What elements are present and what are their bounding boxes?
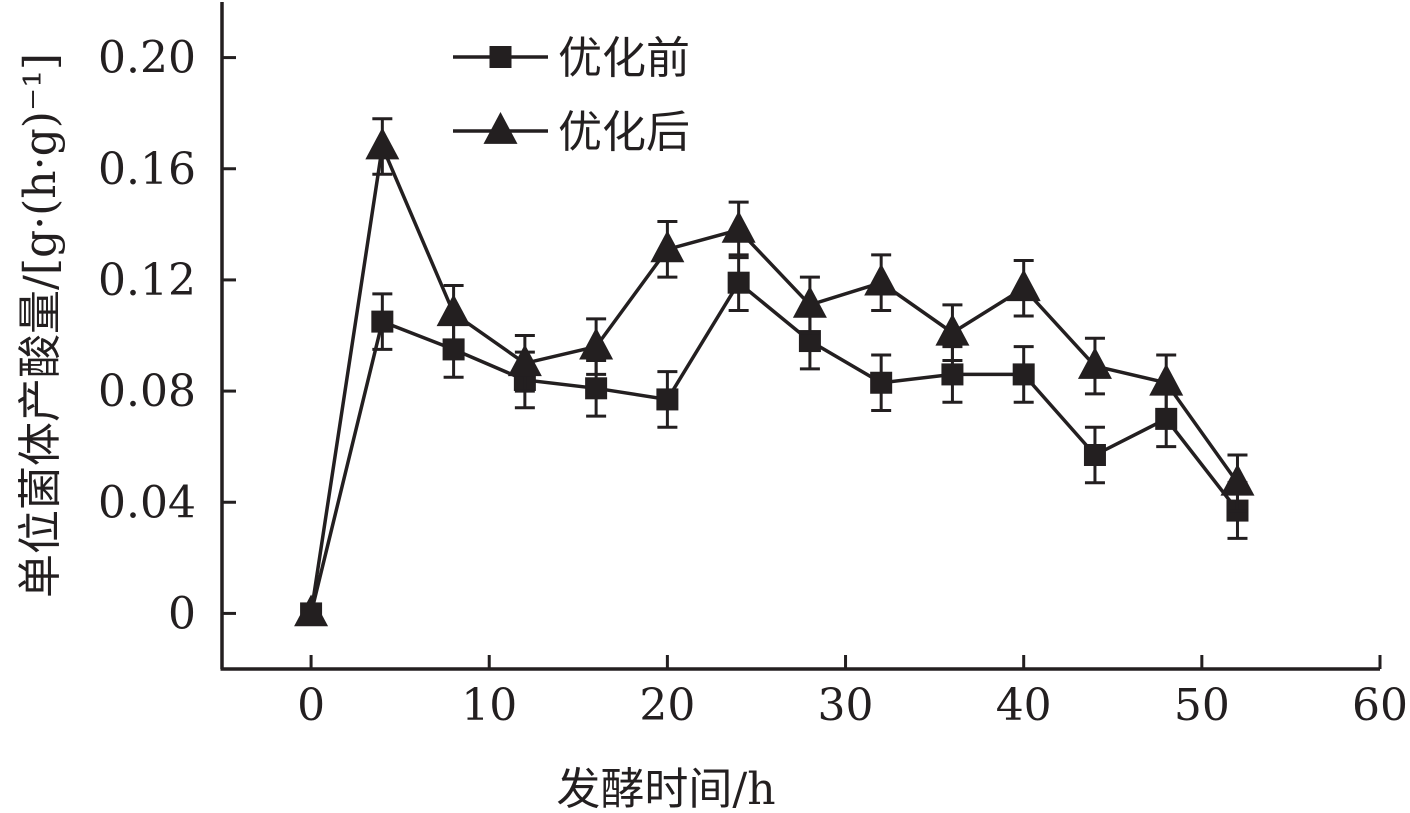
data-point-triangle [1149, 363, 1184, 396]
data-point-triangle [864, 263, 899, 296]
legend-item-2: 优化后 [453, 107, 690, 158]
data-point-triangle [721, 210, 756, 243]
legend-item-1: 优化前 [453, 33, 690, 84]
data-point-triangle [935, 313, 970, 346]
data-point-square [798, 330, 821, 353]
data-point-square [870, 371, 893, 394]
data-point-square [371, 310, 394, 333]
data-point-triangle [507, 344, 542, 377]
x-tick-label: 0 [297, 680, 325, 731]
x-tick-label: 20 [639, 680, 695, 731]
data-point-triangle [650, 230, 685, 263]
data-point-triangle [792, 285, 827, 318]
data-point-square [1012, 363, 1035, 386]
legend-label: 优化前 [558, 33, 690, 84]
y-tick-label: 0 [168, 588, 196, 639]
legend-label: 优化后 [558, 107, 690, 158]
series-2 [294, 117, 1255, 627]
data-point-square [1155, 407, 1178, 430]
data-point-square [941, 363, 964, 386]
series-line [309, 140, 1239, 614]
y-tick-label: 0.12 [98, 255, 196, 306]
y-tick-label: 0.04 [98, 477, 196, 528]
x-axis-title: 发酵时间/h [556, 764, 775, 813]
data-point-square [489, 46, 512, 68]
x-tick-label: 50 [1174, 680, 1230, 731]
data-point-triangle [294, 594, 329, 627]
data-point-triangle [1006, 269, 1041, 302]
data-point-square [585, 377, 608, 400]
data-point-square [727, 271, 750, 294]
y-tick-label: 0.16 [98, 144, 196, 195]
data-point-square [656, 388, 679, 411]
axes: 0 10 20 30 40 50 60 0 0.04 0.08 0.12 0.16 0.20 [98, 2, 1408, 731]
series-1 [300, 253, 1249, 625]
data-point-triangle [1077, 347, 1112, 379]
data-point-square [442, 338, 465, 361]
data-point-triangle [365, 127, 400, 160]
data-point-triangle [483, 112, 518, 144]
data-point-triangle [436, 294, 471, 327]
data-point-square [1083, 444, 1106, 467]
x-tick-label: 10 [461, 680, 517, 731]
y-axis-title: 单位菌体产酸量/[g·(h·g)⁻¹] [15, 53, 66, 598]
data-point-triangle [1220, 463, 1255, 496]
data-point-triangle [579, 327, 614, 360]
series-line [309, 280, 1239, 614]
y-tick-label: 0.08 [98, 366, 196, 417]
x-tick-label: 40 [996, 680, 1052, 731]
x-tick-label: 30 [818, 680, 874, 731]
x-tick-label: 60 [1352, 680, 1408, 731]
plot-area [294, 117, 1255, 627]
y-tick-label: 0.20 [98, 33, 196, 84]
